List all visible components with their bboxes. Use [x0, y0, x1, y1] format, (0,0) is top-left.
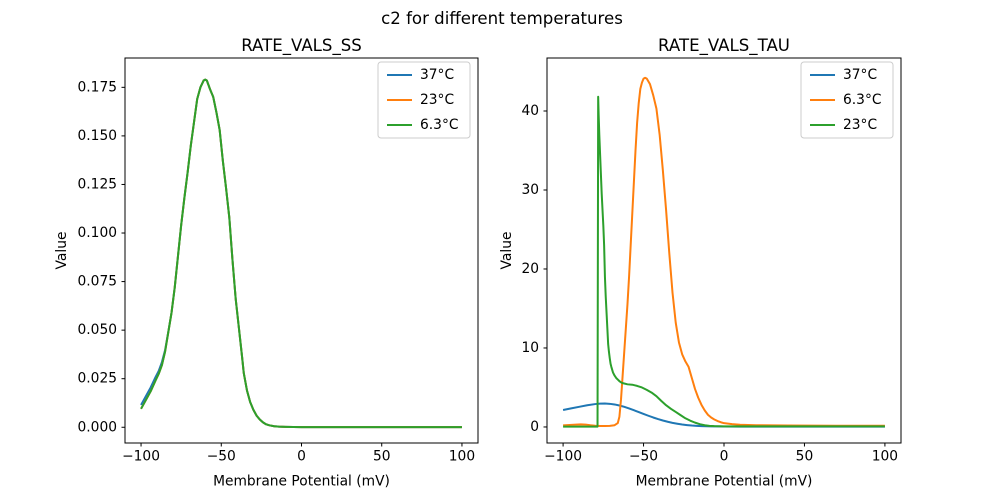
- y-tick-label: 0.125: [78, 176, 118, 192]
- y-tick-label: 20: [521, 261, 539, 277]
- series-line-6.3c: [140, 78, 462, 429]
- legend-label: 6.3°C: [843, 92, 881, 108]
- legend-label: 6.3°C: [420, 117, 458, 133]
- x-axis-label: Membrane Potential (mV): [213, 474, 390, 490]
- y-tick-label: 0.000: [78, 419, 118, 435]
- subplot-rate_vals_ss: −100 −50 0 50 100 0.000 0.025 0.050 0.075 0.100 0.…: [54, 36, 479, 490]
- x-tick-label: 50: [796, 449, 814, 465]
- series-group: [562, 76, 885, 428]
- y-tick-label: 0.050: [78, 322, 118, 338]
- y-axis-label: Value: [499, 232, 515, 270]
- series-group: [140, 78, 462, 429]
- y-tick-label: 0.150: [78, 128, 118, 144]
- plot-title: RATE_VALS_TAU: [658, 36, 790, 56]
- y-tick-label: 10: [521, 340, 539, 356]
- y-tick-label: 0: [530, 419, 539, 435]
- y-tick-label: 0.075: [78, 274, 118, 290]
- subplot-rate_vals_tau: −100 −50 0 50 100 0 10 20 30 40 RATE_VALS_TAU Membr…: [499, 36, 902, 490]
- legend-label: 23°C: [420, 92, 454, 108]
- legend-label: 37°C: [843, 67, 877, 83]
- legend-frame: [800, 61, 894, 139]
- y-axis-label: Value: [54, 232, 70, 270]
- legend-label: 37°C: [420, 67, 454, 83]
- y-tick-label: 0.100: [78, 225, 118, 241]
- legend-frame: [377, 61, 471, 139]
- y-tick-label: 0.025: [78, 371, 118, 387]
- x-tick-label: −100: [544, 449, 582, 465]
- plot-title: RATE_VALS_SS: [241, 36, 362, 56]
- legend: 37°C 6.3°C 23°C: [800, 61, 894, 139]
- y-tick-label: 30: [521, 182, 539, 198]
- series-line-6.3c: [563, 76, 885, 428]
- y-tick-label: 0.175: [78, 79, 118, 95]
- x-tick-label: 0: [297, 449, 306, 465]
- x-tick-label: −100: [122, 449, 160, 465]
- x-tick-label: 100: [872, 449, 898, 465]
- legend: 37°C 23°C 6.3°C: [377, 61, 471, 139]
- x-tick-label: 0: [720, 449, 729, 465]
- y-tick-label: 40: [521, 103, 539, 119]
- x-tick-label: −50: [207, 449, 236, 465]
- x-tick-label: −50: [629, 449, 658, 465]
- x-tick-label: 100: [449, 449, 475, 465]
- figure-title: c2 for different temperatures: [381, 9, 623, 28]
- legend-label: 23°C: [843, 117, 877, 133]
- x-axis-label: Membrane Potential (mV): [636, 474, 813, 490]
- series-line-23c: [563, 95, 885, 428]
- x-tick-label: 50: [373, 449, 391, 465]
